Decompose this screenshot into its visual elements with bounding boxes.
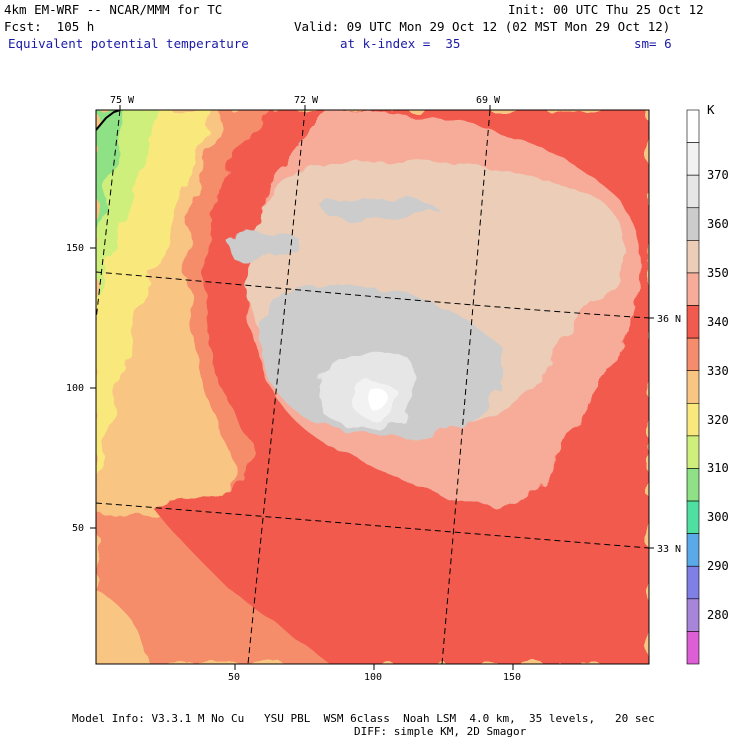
band-gray-patch [225,230,300,261]
colorbar-label: 340 [707,314,729,329]
colorbar-swatch [686,500,700,534]
forecast-hour: Fcst: 105 h [4,19,95,34]
axis-ticks [90,105,654,670]
shaded-field [96,110,649,664]
x-tick-150: 150 [503,672,522,683]
level-label: at k-index = 35 [340,36,461,51]
colorbar-label: 320 [707,412,729,427]
colorbar-label: 330 [707,363,729,378]
model-info: Model Info: V3.3.1 M No Cu YSU PBL WSM 6… [72,712,655,725]
lon-label-69w: 69 W [476,95,501,106]
colorbar-label: 310 [707,461,729,476]
colorbar-label: 350 [707,265,729,280]
colorbar-swatch [686,207,700,241]
colorbar-swatch [686,598,700,632]
meridian-69w [441,110,491,664]
lon-label-75w: 75 W [110,95,135,106]
lon-label-72w: 72 W [294,95,319,106]
colorbar-swatch [686,631,700,665]
band-white-inner [368,388,388,411]
colorbar-swatch [686,370,700,404]
colorbar-swatch [686,240,700,274]
colorbar-swatch [686,435,700,469]
y-tick-100: 100 [66,383,85,394]
coastline [96,110,121,131]
field-name: Equivalent potential temperature [8,36,249,51]
band-green-305 [96,110,128,230]
init-time: Init: 00 UTC Thu 25 Oct 12 [508,2,704,17]
colorbar-label: 370 [707,168,729,183]
diff-info: DIFF: simple KM, 2D Smagor [354,725,527,738]
colorbar-swatch [686,174,700,209]
colorbar-swatch [686,533,700,567]
colorbar-unit: K [707,102,715,117]
colorbar-swatch [686,305,700,339]
y-tick-150: 150 [66,243,85,254]
lat-label-36n: 36 N [657,314,682,325]
colorbar-label: 280 [707,608,729,623]
colorbar-label: 300 [707,510,729,525]
colorbar-swatch [686,468,700,502]
parallel-33n [96,502,649,549]
colorbar-swatch [686,402,700,437]
colorbar-swatch [686,272,700,306]
graticule [96,110,649,664]
meridian-72w [247,110,306,664]
colorbar-swatch [686,142,700,176]
colorbar-label: 290 [707,559,729,574]
band-gray-patch2 [320,198,440,221]
colorbar-swatch [686,565,700,600]
model-title: 4km EM-WRF -- NCAR/MMM for TC [4,2,223,17]
valid-time: Valid: 09 UTC Mon 29 Oct 12 (02 MST Mon … [294,19,671,34]
colorbar-swatch [686,337,700,372]
colorbar-label: 360 [707,217,729,232]
parallel-36n [96,271,649,319]
smoothing-label: sm= 6 [634,36,672,51]
lat-label-33n: 33 N [657,544,682,555]
colorbar-swatch [686,109,700,143]
x-tick-50: 50 [228,672,241,683]
y-tick-50: 50 [72,523,85,534]
colorbar [686,109,700,665]
meridian-75w [96,110,121,321]
plot-frame [95,109,650,665]
x-tick-100: 100 [364,672,383,683]
